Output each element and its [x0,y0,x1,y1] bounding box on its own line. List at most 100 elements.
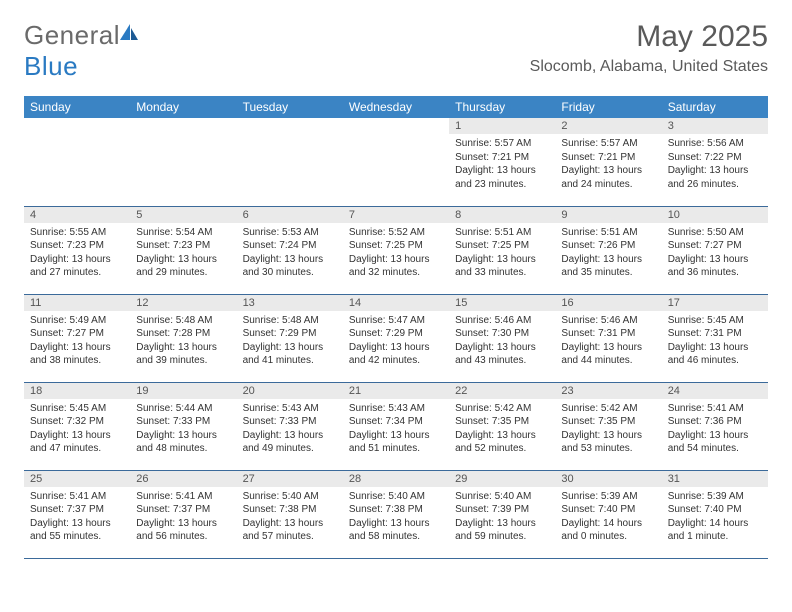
daylight-line-label: Daylight: [349,342,388,353]
day-data: Sunrise: 5:39 AMSunset: 7:40 PMDaylight:… [662,487,768,548]
day-data: Sunrise: 5:43 AMSunset: 7:34 PMDaylight:… [343,399,449,460]
sunrise-line-value: 5:55 AM [69,227,106,238]
calendar-cell: 16Sunrise: 5:46 AMSunset: 7:31 PMDayligh… [555,294,661,382]
sunrise-line-label: Sunrise: [561,138,598,149]
calendar-cell: 9Sunrise: 5:51 AMSunset: 7:26 PMDaylight… [555,206,661,294]
day-number: 13 [237,295,343,311]
calendar-cell [130,118,236,206]
sunset-line-label: Sunset: [30,240,64,251]
calendar-cell: 29Sunrise: 5:40 AMSunset: 7:39 PMDayligh… [449,470,555,558]
calendar-cell: 14Sunrise: 5:47 AMSunset: 7:29 PMDayligh… [343,294,449,382]
calendar-cell: 15Sunrise: 5:46 AMSunset: 7:30 PMDayligh… [449,294,555,382]
day-number: 19 [130,383,236,399]
day-data: Sunrise: 5:54 AMSunset: 7:23 PMDaylight:… [130,223,236,284]
sunrise-line: Sunrise: 5:43 AM [243,402,337,416]
daylight-line-label: Daylight: [455,430,494,441]
weekday-header: Friday [555,96,661,118]
daylight-line: Daylight: 13 hours and 48 minutes. [136,429,230,456]
day-data: Sunrise: 5:56 AMSunset: 7:22 PMDaylight:… [662,134,768,195]
sunset-line-value: 7:24 PM [279,240,316,251]
daylight-line-label: Daylight: [455,254,494,265]
sunset-line-value: 7:28 PM [173,328,210,339]
daylight-line-label: Daylight: [668,342,707,353]
sunset-line: Sunset: 7:31 PM [668,327,762,341]
sunset-line-label: Sunset: [455,504,489,515]
sunrise-line-label: Sunrise: [349,403,386,414]
sunrise-line: Sunrise: 5:57 AM [455,137,549,151]
daylight-line-label: Daylight: [455,518,494,529]
sunrise-line: Sunrise: 5:41 AM [30,490,124,504]
sunrise-line: Sunrise: 5:42 AM [455,402,549,416]
daylight-line: Daylight: 13 hours and 33 minutes. [455,253,549,280]
daylight-line: Daylight: 13 hours and 51 minutes. [349,429,443,456]
sunset-line-label: Sunset: [349,328,383,339]
day-number: 30 [555,471,661,487]
sunrise-line-value: 5:42 AM [495,403,532,414]
calendar-cell: 22Sunrise: 5:42 AMSunset: 7:35 PMDayligh… [449,382,555,470]
day-number: 29 [449,471,555,487]
sunset-line-value: 7:38 PM [279,504,316,515]
sunset-line: Sunset: 7:39 PM [455,503,549,517]
sunset-line: Sunset: 7:23 PM [136,239,230,253]
calendar-cell: 13Sunrise: 5:48 AMSunset: 7:29 PMDayligh… [237,294,343,382]
daylight-line-label: Daylight: [136,254,175,265]
sunrise-line: Sunrise: 5:45 AM [30,402,124,416]
day-data: Sunrise: 5:51 AMSunset: 7:25 PMDaylight:… [449,223,555,284]
sunset-line: Sunset: 7:24 PM [243,239,337,253]
sunrise-line-value: 5:41 AM [176,491,213,502]
sunset-line-value: 7:33 PM [279,416,316,427]
sunrise-line-label: Sunrise: [455,491,492,502]
sunset-line-label: Sunset: [561,328,595,339]
sunrise-line-value: 5:57 AM [601,138,638,149]
day-number: 23 [555,383,661,399]
sunset-line: Sunset: 7:32 PM [30,415,124,429]
sunrise-line-label: Sunrise: [455,315,492,326]
sunset-line-value: 7:21 PM [598,152,635,163]
sunrise-line-label: Sunrise: [136,315,173,326]
sunset-line-label: Sunset: [668,504,702,515]
sunrise-line-label: Sunrise: [136,491,173,502]
day-number: 3 [662,118,768,134]
calendar-cell: 30Sunrise: 5:39 AMSunset: 7:40 PMDayligh… [555,470,661,558]
sunrise-line: Sunrise: 5:44 AM [136,402,230,416]
sunrise-line-value: 5:43 AM [388,403,425,414]
sunset-line-value: 7:27 PM [704,240,741,251]
sunrise-line-label: Sunrise: [30,403,67,414]
sunrise-line-value: 5:42 AM [601,403,638,414]
sunrise-line-label: Sunrise: [561,315,598,326]
sunrise-line-value: 5:41 AM [69,491,106,502]
day-number: 18 [24,383,130,399]
sunrise-line-value: 5:44 AM [176,403,213,414]
calendar-row: 1Sunrise: 5:57 AMSunset: 7:21 PMDaylight… [24,118,768,206]
sunrise-line-value: 5:49 AM [69,315,106,326]
sunset-line-label: Sunset: [668,240,702,251]
daylight-line: Daylight: 14 hours and 1 minute. [668,517,762,544]
brand-part1: General [24,20,120,50]
sunset-line-value: 7:40 PM [704,504,741,515]
daylight-line-label: Daylight: [455,165,494,176]
daylight-line: Daylight: 13 hours and 26 minutes. [668,164,762,191]
sunrise-line: Sunrise: 5:39 AM [561,490,655,504]
daylight-line-label: Daylight: [136,518,175,529]
day-number: 2 [555,118,661,134]
calendar-cell: 19Sunrise: 5:44 AMSunset: 7:33 PMDayligh… [130,382,236,470]
daylight-line-label: Daylight: [349,518,388,529]
sunset-line-value: 7:35 PM [492,416,529,427]
day-number: 21 [343,383,449,399]
sunset-line-value: 7:21 PM [492,152,529,163]
sunset-line-value: 7:23 PM [173,240,210,251]
day-number: 11 [24,295,130,311]
daylight-line-label: Daylight: [30,518,69,529]
daylight-line: Daylight: 13 hours and 49 minutes. [243,429,337,456]
daylight-line: Daylight: 13 hours and 42 minutes. [349,341,443,368]
calendar-cell: 4Sunrise: 5:55 AMSunset: 7:23 PMDaylight… [24,206,130,294]
day-data: Sunrise: 5:48 AMSunset: 7:28 PMDaylight:… [130,311,236,372]
sunset-line-value: 7:36 PM [704,416,741,427]
day-number: 8 [449,207,555,223]
day-data: Sunrise: 5:42 AMSunset: 7:35 PMDaylight:… [449,399,555,460]
month-title: May 2025 [530,20,768,54]
daylight-line-label: Daylight: [136,342,175,353]
sail-icon [118,20,140,51]
sunrise-line-label: Sunrise: [561,227,598,238]
daylight-line: Daylight: 13 hours and 23 minutes. [455,164,549,191]
